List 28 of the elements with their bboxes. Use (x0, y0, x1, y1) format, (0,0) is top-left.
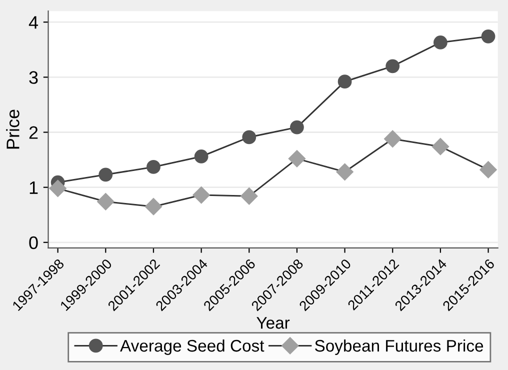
point (192, 186, 210, 204)
point (336, 163, 354, 180)
point (290, 120, 304, 134)
y-tick-label: 2 (29, 126, 38, 139)
point (242, 130, 256, 144)
point (240, 188, 258, 205)
point (194, 150, 208, 164)
point (146, 160, 160, 174)
legend-label: Soybean Futures Price (315, 339, 484, 355)
point (144, 198, 162, 216)
point (386, 59, 400, 74)
y-tick-label: 1 (30, 181, 38, 194)
point (434, 36, 448, 50)
point (384, 130, 402, 148)
point (432, 138, 449, 156)
point (481, 29, 496, 44)
y-tick-label: 4 (28, 16, 38, 29)
legend-label: Average Seed Cost (120, 339, 264, 355)
y-tick-label: 0 (29, 236, 38, 250)
point (338, 74, 352, 89)
y-tick-label: 3 (29, 71, 38, 84)
y-axis-title: Price (6, 110, 20, 149)
point (480, 161, 497, 178)
x-axis-title: Year (256, 317, 290, 329)
point (288, 150, 306, 168)
point (49, 180, 66, 197)
point (97, 193, 114, 210)
point (98, 168, 113, 182)
